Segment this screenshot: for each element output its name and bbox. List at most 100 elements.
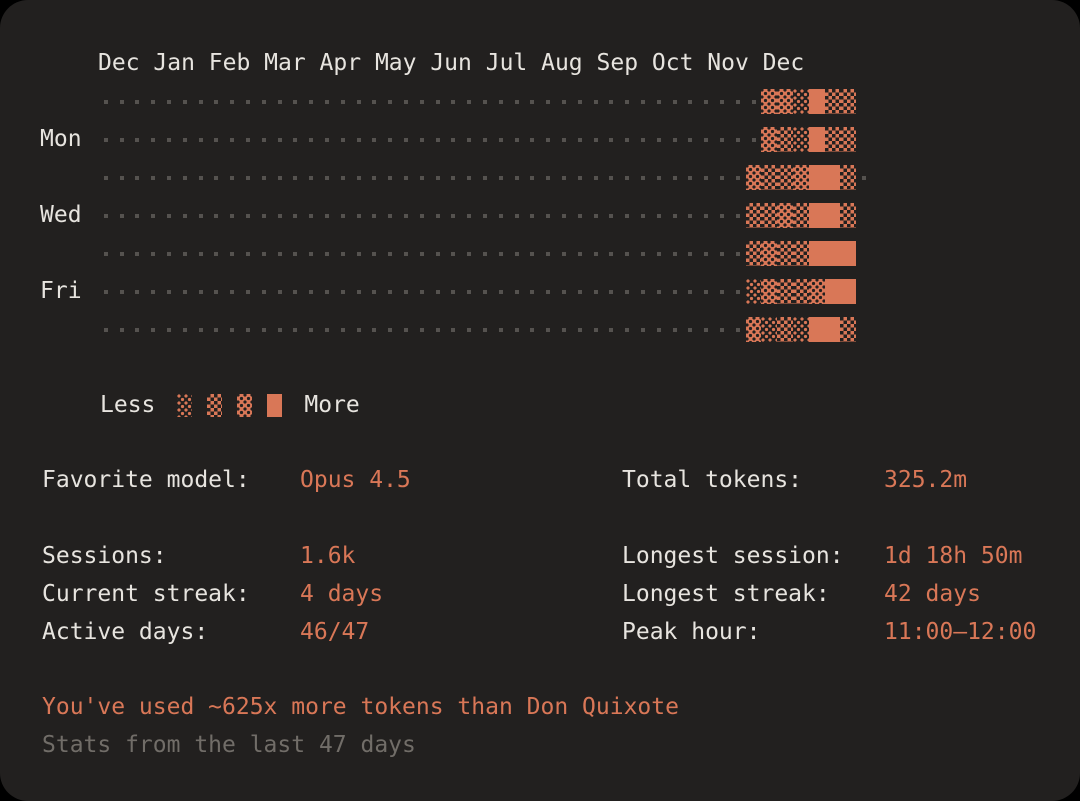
heatmap-dot — [477, 127, 493, 152]
heatmap-dot — [256, 89, 272, 114]
heatmap-dot — [698, 279, 714, 304]
heatmap-dot — [493, 241, 509, 266]
heatmap-dot — [209, 317, 225, 342]
heatmap-dot — [525, 127, 541, 152]
heatmap-dot — [461, 317, 477, 342]
heatmap-cell — [808, 89, 825, 114]
heatmap-dot — [682, 203, 698, 228]
heatmap-dot — [240, 317, 256, 342]
heatmap-dot — [540, 89, 556, 114]
heatmap-cell — [793, 203, 809, 228]
heatmap-dot — [714, 317, 730, 342]
heatmap-dot — [398, 241, 414, 266]
heatmap-dot — [698, 241, 714, 266]
heatmap-dot — [256, 317, 272, 342]
heatmap-dot — [430, 241, 446, 266]
heatmap-dot — [303, 165, 319, 190]
longest-session-value: 1d 18h 50m — [884, 543, 1023, 569]
heatmap-row — [98, 279, 872, 304]
heatmap-dot — [98, 203, 114, 228]
heatmap-dot — [351, 279, 367, 304]
heatmap-cell — [777, 317, 794, 342]
heatmap-dot — [714, 241, 730, 266]
stat-line: Favorite model: Opus 4.5 Total tokens: 3… — [0, 466, 1080, 494]
heatmap-cell — [761, 165, 778, 190]
heatmap-dot — [635, 279, 651, 304]
heatmap-dot — [272, 165, 288, 190]
heatmap-dot — [240, 89, 256, 114]
heatmap-dot — [303, 203, 319, 228]
heatmap-cell — [824, 127, 841, 152]
heatmap-dot — [588, 241, 604, 266]
heatmap-dot — [556, 241, 572, 266]
heatmap-dot — [382, 203, 398, 228]
heatmap-dot — [730, 203, 746, 228]
heatmap-dot — [509, 317, 525, 342]
heatmap-dot — [493, 203, 509, 228]
heatmap-dot — [114, 89, 130, 114]
heatmap-dot — [430, 317, 446, 342]
heatmap-dot — [493, 317, 509, 342]
heatmap-dot — [698, 89, 714, 114]
heatmap-dot — [667, 279, 683, 304]
heatmap-dot — [635, 89, 651, 114]
peak-hour-label: Peak hour: — [622, 619, 761, 645]
heatmap-dot — [635, 317, 651, 342]
heatmap-cell — [761, 203, 778, 228]
legend-swatch-solid-icon — [267, 393, 283, 417]
sessions-value: 1.6k — [300, 543, 356, 569]
heatmap-legend: Less More — [100, 391, 360, 419]
heatmap-dot — [509, 89, 525, 114]
heatmap-dot — [114, 279, 130, 304]
heatmap-dot — [177, 241, 193, 266]
total-tokens-label: Total tokens: — [622, 467, 803, 493]
active-days-value: 46/47 — [300, 619, 370, 645]
heatmap-dot — [130, 317, 146, 342]
heatmap-dot — [224, 279, 240, 304]
heatmap-dot — [540, 317, 556, 342]
heatmap-dot — [446, 317, 462, 342]
heatmap-cell — [761, 279, 778, 304]
heatmap-cell — [793, 317, 809, 342]
heatmap-cell — [808, 317, 825, 342]
heatmap-dot — [493, 127, 509, 152]
heatmap-dot — [209, 127, 225, 152]
favorite-model-label: Favorite model: — [42, 467, 250, 493]
heatmap-dot — [604, 165, 620, 190]
heatmap-cell — [777, 127, 794, 152]
heatmap-dot — [256, 165, 272, 190]
heatmap-dot — [367, 279, 383, 304]
heatmap-cell — [840, 127, 857, 152]
legend-swatch-light-icon — [177, 393, 193, 417]
heatmap-dot — [303, 127, 319, 152]
heatmap-cell — [808, 241, 825, 266]
heatmap-dot — [430, 203, 446, 228]
heatmap-dot — [414, 165, 430, 190]
heatmap-dot — [446, 279, 462, 304]
heatmap-dot — [619, 165, 635, 190]
heatmap-dot — [240, 279, 256, 304]
heatmap-dot — [398, 89, 414, 114]
heatmap-dot — [130, 203, 146, 228]
heatmap-cell — [824, 279, 841, 304]
heatmap-dot — [619, 241, 635, 266]
stats-range-caption: Stats from the last 47 days — [42, 732, 416, 758]
heatmap-dot — [98, 241, 114, 266]
heatmap-dot — [398, 203, 414, 228]
heatmap-dot — [477, 89, 493, 114]
heatmap-dot — [682, 127, 698, 152]
heatmap-dot — [588, 127, 604, 152]
heatmap-dot — [98, 317, 114, 342]
heatmap-dot — [367, 165, 383, 190]
heatmap-dot — [209, 241, 225, 266]
heatmap-dot — [667, 317, 683, 342]
heatmap-dot — [303, 317, 319, 342]
heatmap-dot — [335, 165, 351, 190]
heatmap-cell — [761, 317, 778, 342]
heatmap-dot — [430, 165, 446, 190]
heatmap-cell — [840, 165, 857, 190]
heatmap-cell — [777, 203, 794, 228]
heatmap-dot — [351, 165, 367, 190]
heatmap-dot — [446, 127, 462, 152]
heatmap-dot — [556, 279, 572, 304]
